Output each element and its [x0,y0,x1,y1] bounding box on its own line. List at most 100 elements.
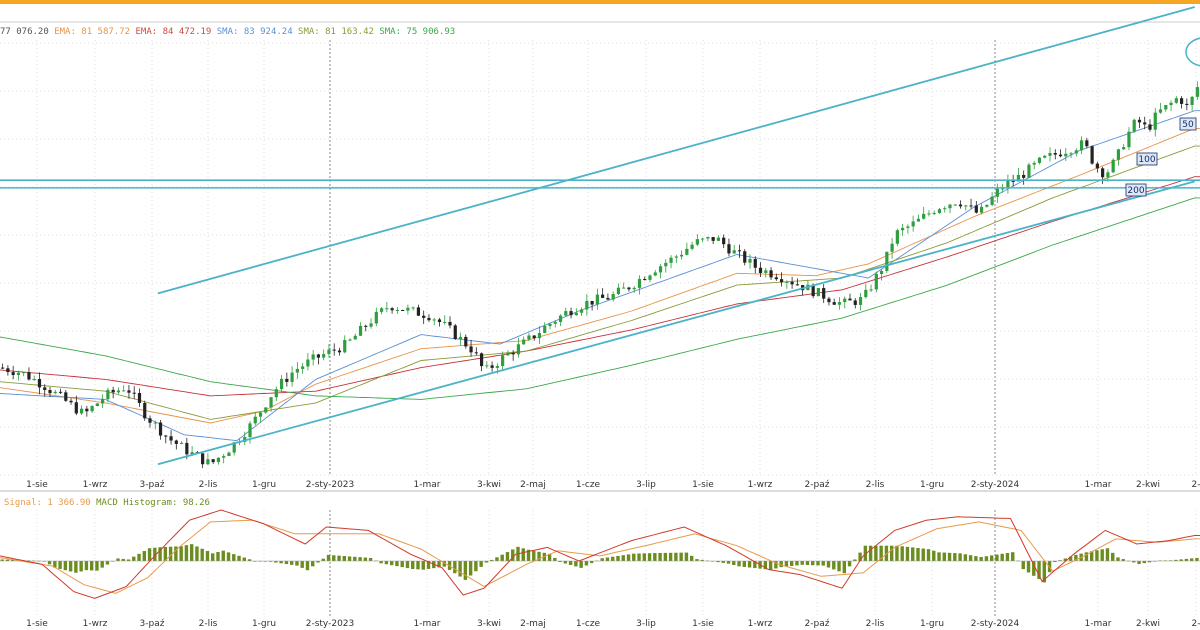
histogram-bar [795,561,799,566]
x-tick-label: 1-mar [414,619,441,629]
x-tick-label: 1-sie [692,619,714,629]
candle-body [1174,98,1178,103]
histogram-bar [395,561,399,567]
candle-body [332,349,336,351]
candle-body [1027,164,1031,178]
histogram-bar [184,545,189,561]
legend-entry: Signal: 1 366.90 [4,498,91,508]
histogram-bar [326,554,331,561]
candle-body [616,287,621,295]
candle-body [711,237,715,241]
histogram-bar [400,561,404,568]
candle-body [490,365,494,368]
x-tick-label: 1-gru [252,480,276,490]
candle-body [201,453,205,465]
candle-body [606,297,610,300]
histogram-bar [247,559,252,561]
candle-body [179,442,184,444]
candle-body [932,212,936,214]
histogram-bar [847,561,852,567]
histogram-bar [958,553,962,561]
candle-body [853,300,857,305]
candle-body [558,315,563,322]
histogram-bar [200,548,204,561]
histogram-bar [932,550,936,561]
x-tick-label: 1-cze [576,480,601,490]
histogram-bar [221,550,225,561]
histogram-bar [479,561,483,567]
histogram-bar [1095,550,1099,561]
x-tick-label: 1-gru [252,619,276,629]
histogram-bar [389,561,394,566]
x-tick-label: 1-mar [414,480,441,490]
histogram-bar [942,552,947,561]
histogram-bar [1168,560,1173,561]
histogram-bar [642,553,647,561]
main-panel-grid [0,40,1200,476]
price-candles [1,81,1199,469]
candle-body [353,335,357,340]
candle-body [406,307,410,311]
histogram-bar [1063,558,1068,561]
candle-body [943,208,947,210]
histogram-bar [495,557,499,561]
candle-body [974,205,978,213]
candle-body [1037,157,1042,163]
histogram-bar [589,561,594,564]
histogram-bar [1132,561,1136,563]
candle-body [722,237,726,245]
histogram-bar [100,561,104,568]
candle-body [885,251,889,271]
histogram-bar [174,546,178,561]
histogram-bar [1121,559,1125,561]
histogram-bar [553,557,557,561]
candle-body [816,288,821,297]
histogram-bar [963,554,968,561]
histogram-bar [1137,561,1141,565]
histogram-bar [837,561,841,572]
candle-body [479,353,484,367]
candle-body [116,390,121,393]
histogram-bar [5,559,10,561]
histogram-bar [674,552,678,561]
histogram-bar [537,551,541,561]
candle-body [1190,96,1194,105]
candle-body [374,311,378,324]
candle-body [895,230,899,244]
histogram-bar [632,553,636,561]
trend-channel [157,6,1195,466]
candle-body [685,248,689,255]
annotation-ellipse[interactable] [1185,37,1200,67]
candle-body [1,367,5,369]
candle-body [779,279,784,283]
candle-body [669,257,673,263]
candle-body [337,350,342,353]
histogram-bar [216,552,220,561]
x-tick-label: 3-paź [140,480,165,490]
candle-body [232,442,236,453]
candle-body [69,400,73,403]
candle-body [369,323,373,327]
candle-body [653,272,657,276]
candle-body [827,298,831,303]
candle-body [1101,168,1105,178]
main-legend: 77 076.20 EMA: 81 587.72 EMA: 84 472.19 … [0,27,455,37]
histogram-bar [453,561,457,574]
badge-200: 200 [1125,183,1147,197]
x-tick-label: 2-kwi [1136,480,1160,490]
candle-body [95,403,99,407]
histogram-bar [532,550,536,561]
candle-body [848,298,852,301]
candle-body [458,336,463,339]
x-tick-label: 3-kwi [477,619,501,629]
histogram-bar [468,561,473,576]
histogram-bar [821,561,825,566]
histogram-bar [332,555,336,561]
histogram-bar [721,561,725,563]
histogram-bar [868,545,873,561]
histogram-bar [1053,561,1057,563]
histogram-bar [953,553,957,561]
candle-body [379,308,384,312]
candle-body [690,244,694,249]
histogram-bar [1005,553,1010,561]
